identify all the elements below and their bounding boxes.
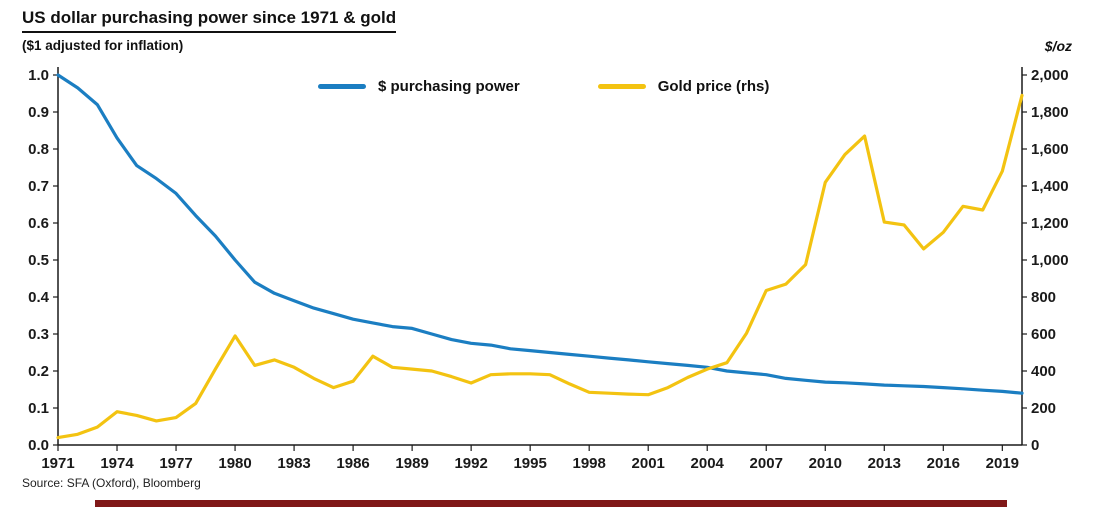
left-axis-tick-label: 0.2 (28, 363, 49, 380)
left-axis-tick-label: 0.8 (28, 141, 49, 158)
chart-subtitle: ($1 adjusted for inflation) (22, 38, 184, 53)
left-axis-tick-label: 1.0 (28, 67, 49, 84)
right-axis-tick-label: 1,200 (1031, 215, 1069, 232)
x-axis-tick-label: 1980 (218, 455, 251, 472)
x-axis-tick-label: 1983 (277, 455, 310, 472)
gold-price-line-swatch (597, 84, 646, 89)
right-axis-tick-label: 1,800 (1031, 104, 1069, 121)
left-axis-tick-label: 0.9 (28, 104, 49, 121)
right-axis-unit-label: $/oz (1044, 38, 1072, 54)
left-axis-tick-label: 0.5 (28, 252, 49, 269)
x-axis-tick-label: 1989 (395, 455, 428, 472)
x-axis-tick-label: 1992 (454, 455, 487, 472)
x-axis-tick-label: 2010 (809, 455, 842, 472)
right-axis-tick-label: 0 (1031, 437, 1039, 454)
gold-price-rhs-line (56, 93, 1024, 440)
purchasing-power-line-swatch (318, 84, 366, 89)
x-axis-tick-label: 2016 (927, 455, 960, 472)
right-axis-tick-label: 800 (1031, 289, 1056, 306)
right-axis-tick-label: 600 (1031, 326, 1056, 343)
left-axis-tick-label: 0.4 (28, 289, 50, 306)
purchasing-power-line (56, 73, 1024, 395)
x-axis-tick-label: 2004 (691, 455, 725, 472)
left-axis-tick-label: 0.1 (28, 400, 49, 417)
x-axis-tick-label: 2019 (986, 455, 1019, 472)
left-axis-tick-label: 0.6 (28, 215, 49, 232)
right-axis-tick-label: 1,400 (1031, 178, 1069, 195)
source-note: Source: SFA (Oxford), Bloomberg (22, 476, 201, 490)
legend-label-gold-price: Gold price (rhs) (657, 78, 770, 95)
right-axis-tick-label: 1,600 (1031, 141, 1069, 158)
right-axis-tick-label: 2,000 (1031, 67, 1069, 84)
bottom-accent-bar (95, 500, 1007, 507)
right-axis-tick-label: 200 (1031, 400, 1056, 417)
legend-item-purchasing-power: $ purchasing power (318, 78, 520, 95)
x-axis-tick-label: 1974 (100, 455, 134, 472)
x-axis-tick-label: 2007 (750, 455, 783, 472)
x-axis-tick-label: 1971 (41, 455, 74, 472)
chart-legend: $ purchasing power Gold price (rhs) (318, 78, 769, 95)
x-axis-tick-label: 1986 (336, 455, 369, 472)
x-axis-tick-label: 2013 (868, 455, 901, 472)
left-axis-tick-label: 0.7 (28, 178, 49, 195)
right-axis-tick-label: 400 (1031, 363, 1056, 380)
left-axis-tick-label: 0.3 (28, 326, 49, 343)
chart-title: US dollar purchasing power since 1971 & … (22, 8, 397, 33)
x-axis-tick-label: 1977 (159, 455, 192, 472)
right-axis-tick-label: 1,000 (1031, 252, 1069, 269)
legend-label-purchasing-power: $ purchasing power (378, 78, 520, 95)
legend-item-gold-price: Gold price (rhs) (597, 78, 770, 95)
left-axis-tick-label: 0.0 (28, 437, 49, 454)
chart-canvas: 0.0 0.1 0.2 0.3 0.4 0.5 0.6 0.7 0.8 0.9 1.0 0 200 400… (28, 67, 1069, 472)
x-axis-tick-label: 1998 (572, 455, 605, 472)
x-axis-tick-label: 1995 (513, 455, 546, 472)
x-axis-tick-label: 2001 (632, 455, 665, 472)
